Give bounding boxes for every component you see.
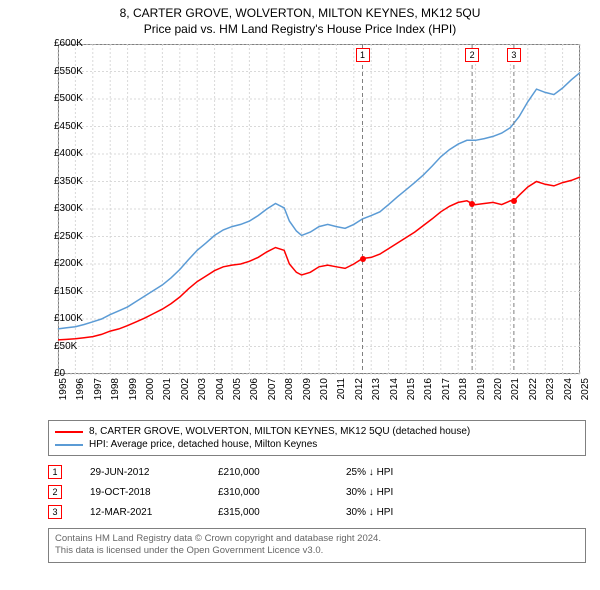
sale-date: 29-JUN-2012: [90, 467, 200, 478]
x-axis-label: 1996: [75, 378, 86, 400]
chart-container: 8, CARTER GROVE, WOLVERTON, MILTON KEYNE…: [0, 0, 600, 590]
sale-row: 1 29-JUN-2012 £210,000 25% ↓ HPI: [48, 462, 586, 482]
x-axis-label: 2010: [319, 378, 330, 400]
x-axis-label: 1997: [93, 378, 104, 400]
legend-swatch-2: [55, 444, 83, 446]
sale-delta: 25% ↓ HPI: [346, 467, 586, 478]
x-axis-label: 2018: [458, 378, 469, 400]
x-axis-label: 1995: [58, 378, 69, 400]
sale-delta: 30% ↓ HPI: [346, 487, 586, 498]
sale-delta: 30% ↓ HPI: [346, 507, 586, 518]
sale-price: £310,000: [218, 487, 328, 498]
footer: Contains HM Land Registry data © Crown c…: [48, 528, 586, 563]
x-axis-label: 2011: [336, 378, 347, 400]
sale-date: 19-OCT-2018: [90, 487, 200, 498]
x-axis-label: 2003: [197, 378, 208, 400]
x-axis-label: 2023: [545, 378, 556, 400]
sale-price: £210,000: [218, 467, 328, 478]
x-axis-label: 2008: [284, 378, 295, 400]
x-axis-label: 2020: [493, 378, 504, 400]
legend-label-1: 8, CARTER GROVE, WOLVERTON, MILTON KEYNE…: [89, 426, 470, 437]
x-axis-label: 2022: [528, 378, 539, 400]
chart-subtitle: Price paid vs. HM Land Registry's House …: [0, 22, 600, 36]
legend-row-2: HPI: Average price, detached house, Milt…: [55, 438, 579, 451]
sale-marker-box: 2: [465, 48, 479, 62]
x-axis-label: 2021: [510, 378, 521, 400]
x-axis-label: 2002: [180, 378, 191, 400]
x-axis-label: 2014: [389, 378, 400, 400]
footer-line-1: Contains HM Land Registry data © Crown c…: [55, 533, 579, 545]
x-axis-label: 2006: [249, 378, 260, 400]
title-block: 8, CARTER GROVE, WOLVERTON, MILTON KEYNE…: [0, 0, 600, 36]
x-axis-label: 2013: [371, 378, 382, 400]
sale-table: 1 29-JUN-2012 £210,000 25% ↓ HPI 2 19-OCT-201…: [48, 462, 586, 522]
sale-row: 3 12-MAR-2021 £315,000 30% ↓ HPI: [48, 502, 586, 522]
x-axis-label: 2019: [476, 378, 487, 400]
sale-row-marker: 3: [48, 505, 62, 519]
chart-area: £0£50K£100K£150K£200K£250K£300K£350K£400…: [10, 44, 590, 414]
sale-marker-box: 3: [507, 48, 521, 62]
legend: 8, CARTER GROVE, WOLVERTON, MILTON KEYNE…: [48, 420, 586, 456]
x-axis-label: 2009: [302, 378, 313, 400]
x-axis-label: 2017: [441, 378, 452, 400]
legend-swatch-1: [55, 431, 83, 433]
x-axis-label: 2016: [423, 378, 434, 400]
sale-dot: [511, 198, 517, 204]
sale-price: £315,000: [218, 507, 328, 518]
legend-label-2: HPI: Average price, detached house, Milt…: [89, 439, 317, 450]
sale-row-marker: 1: [48, 465, 62, 479]
sale-row-marker: 2: [48, 485, 62, 499]
sale-dot: [469, 201, 475, 207]
x-axis-label: 2025: [580, 378, 591, 400]
sale-date: 12-MAR-2021: [90, 507, 200, 518]
footer-line-2: This data is licensed under the Open Gov…: [55, 545, 579, 557]
sale-marker-box: 1: [356, 48, 370, 62]
x-axis-label: 1999: [128, 378, 139, 400]
x-axis-label: 2012: [354, 378, 365, 400]
x-axis-label: 2005: [232, 378, 243, 400]
x-axis-label: 2024: [563, 378, 574, 400]
x-axis-label: 2015: [406, 378, 417, 400]
x-axis-label: 1998: [110, 378, 121, 400]
x-axis-label: 2000: [145, 378, 156, 400]
legend-row-1: 8, CARTER GROVE, WOLVERTON, MILTON KEYNE…: [55, 425, 579, 438]
sale-row: 2 19-OCT-2018 £310,000 30% ↓ HPI: [48, 482, 586, 502]
chart-title: 8, CARTER GROVE, WOLVERTON, MILTON KEYNE…: [0, 6, 600, 20]
x-axis-label: 2004: [215, 378, 226, 400]
x-axis-label: 2001: [162, 378, 173, 400]
plot-svg: [10, 44, 582, 376]
sale-dot: [360, 256, 366, 262]
x-axis-label: 2007: [267, 378, 278, 400]
